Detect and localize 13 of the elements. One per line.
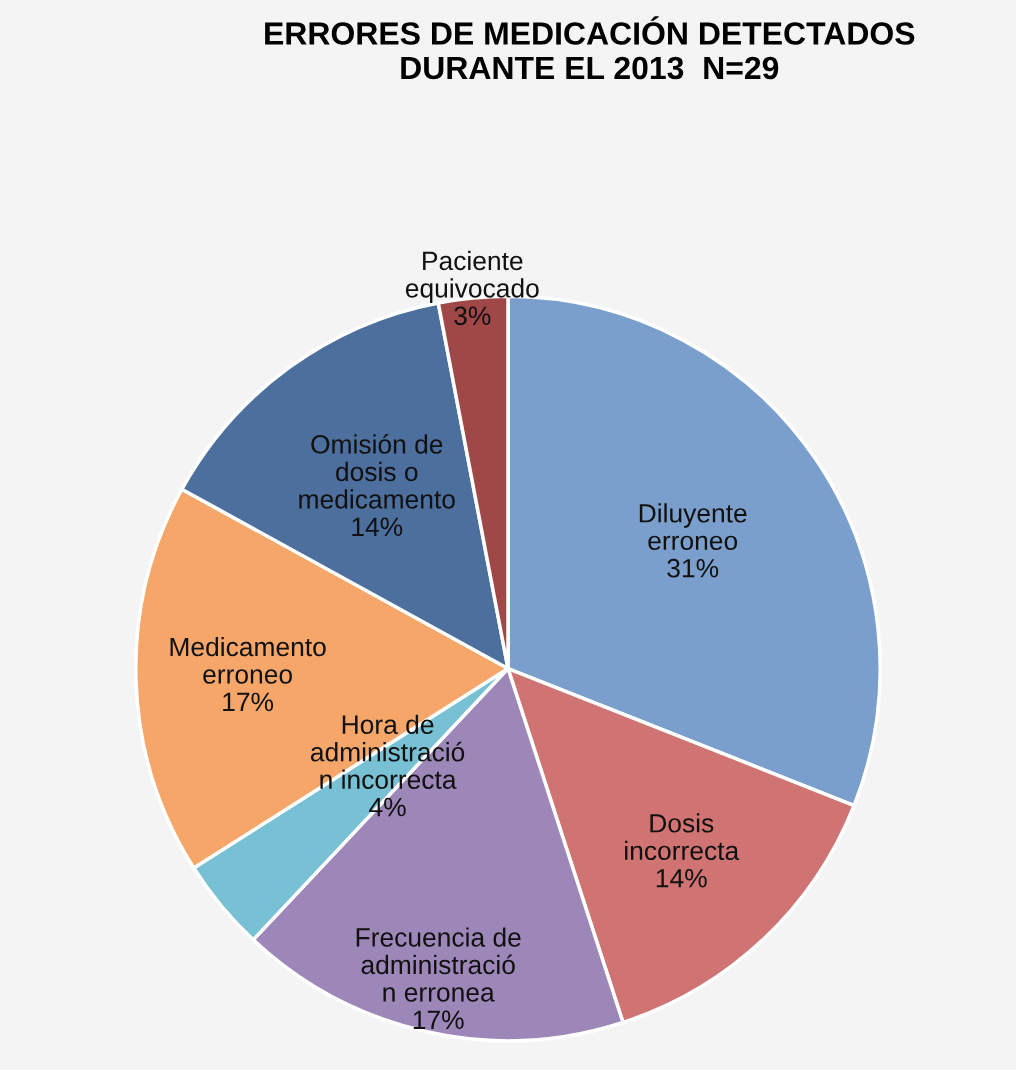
slice-label: Diluyente erroneo (639, 503, 747, 551)
chart-title: ERRORES DE MEDICACIÓN DETECTADOS DURANTE EL 2013 N=29 (265, 16, 915, 80)
slice-label: Dosis incorrecta (625, 813, 740, 861)
slice-label: Omisión de dosis o medicamento (299, 434, 455, 509)
slice-label: Frecuencia de administració n erronea (356, 927, 521, 1002)
data-label: 17% (413, 1010, 464, 1030)
data-label: 3% (454, 306, 491, 326)
data-label: 14% (656, 868, 707, 888)
slice-label: Paciente equivocado (405, 250, 539, 303)
slice-label: Medicamento erroneo (170, 636, 326, 684)
data-label: 31% (667, 558, 719, 578)
data-label: 17% (223, 692, 274, 712)
data-label: 14% (352, 517, 403, 537)
